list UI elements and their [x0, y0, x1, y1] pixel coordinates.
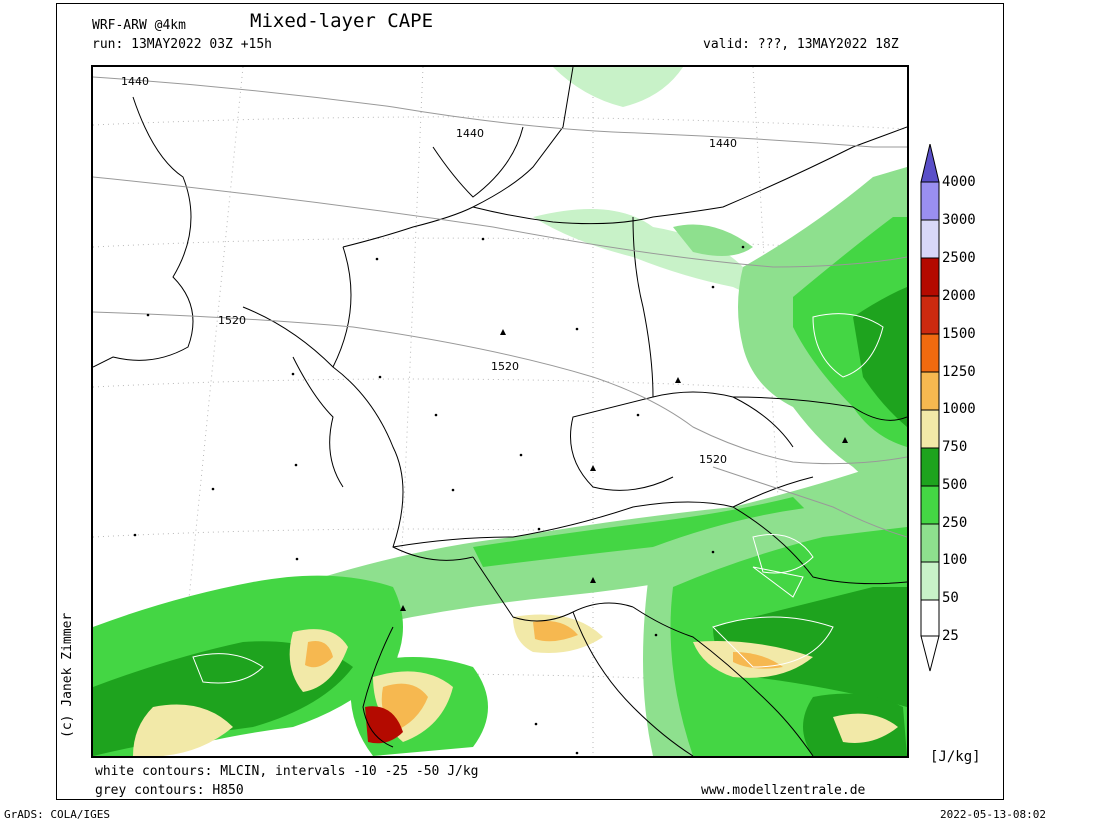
- legend-label: 3000: [942, 212, 976, 228]
- legend-swatch-500: [920, 447, 940, 487]
- footer-right: 2022-05-13-08:02: [940, 808, 1046, 821]
- legend-swatch-3000: [920, 181, 940, 221]
- chart-title: Mixed-layer CAPE: [250, 10, 434, 32]
- white-contour-note: white contours: MLCIN, intervals -10 -25…: [95, 764, 479, 779]
- boundaries: [93, 67, 907, 756]
- grey-contour-note: grey contours: H850: [95, 783, 244, 798]
- h850-contours: [93, 76, 907, 538]
- legend-label: 250: [942, 515, 968, 531]
- legend-label: 1000: [942, 401, 976, 417]
- legend-swatch-750: [920, 409, 940, 449]
- legend-label: 2000: [942, 288, 976, 304]
- legend-label: 500: [942, 477, 968, 493]
- cape-shading: [93, 67, 907, 756]
- legend-label: 100: [942, 552, 968, 568]
- legend-swatch-2000: [920, 257, 940, 297]
- city-markers: [133, 237, 745, 755]
- contour-label: 1440: [709, 137, 737, 150]
- legend-swatch-4000: [920, 144, 940, 183]
- map-panel: 1440 1440 1440 1520 1520 1520: [91, 65, 909, 758]
- legend-label: 2500: [942, 250, 976, 266]
- legend-swatch-1250: [920, 333, 940, 373]
- mlcin-contours: [192, 313, 884, 684]
- legend-swatch-50: [920, 561, 940, 601]
- legend-swatch-2500: [920, 219, 940, 259]
- legend-swatch-25: [920, 599, 940, 637]
- legend-swatch-below: [920, 635, 940, 672]
- legend-unit: [J/kg]: [930, 749, 981, 765]
- legend-swatch-100: [920, 523, 940, 563]
- plot-frame: [56, 3, 1004, 800]
- legend-label: 750: [942, 439, 968, 455]
- legend-swatch-1000: [920, 371, 940, 411]
- website-label: www.modellzentrale.de: [701, 783, 866, 798]
- legend-colorbar: [920, 144, 940, 672]
- run-label: run: 13MAY2022 03Z +15h: [92, 37, 273, 52]
- cape-map: 1440 1440 1440 1520 1520 1520: [93, 67, 907, 756]
- footer-left: GrADS: COLA/IGES: [4, 808, 110, 821]
- h850-labels: 1440 1440 1440 1520 1520 1520: [121, 75, 737, 466]
- valid-label: valid: ???, 13MAY2022 18Z: [703, 37, 899, 52]
- contour-label: 1520: [218, 314, 246, 327]
- legend-label: 4000: [942, 174, 976, 190]
- legend-swatch-1500: [920, 295, 940, 335]
- contour-label: 1520: [699, 453, 727, 466]
- contour-label: 1440: [121, 75, 149, 88]
- legend-label: 50: [942, 590, 959, 606]
- legend-swatch-250: [920, 485, 940, 525]
- legend-label: 1500: [942, 326, 976, 342]
- model-label: WRF-ARW @4km: [92, 18, 186, 33]
- credit-label: (c) Janek Zimmer: [60, 612, 75, 738]
- legend-label: 25: [942, 628, 959, 644]
- peak-markers: [400, 329, 848, 611]
- contour-label: 1520: [491, 360, 519, 373]
- contour-label: 1440: [456, 127, 484, 140]
- legend-label: 1250: [942, 364, 976, 380]
